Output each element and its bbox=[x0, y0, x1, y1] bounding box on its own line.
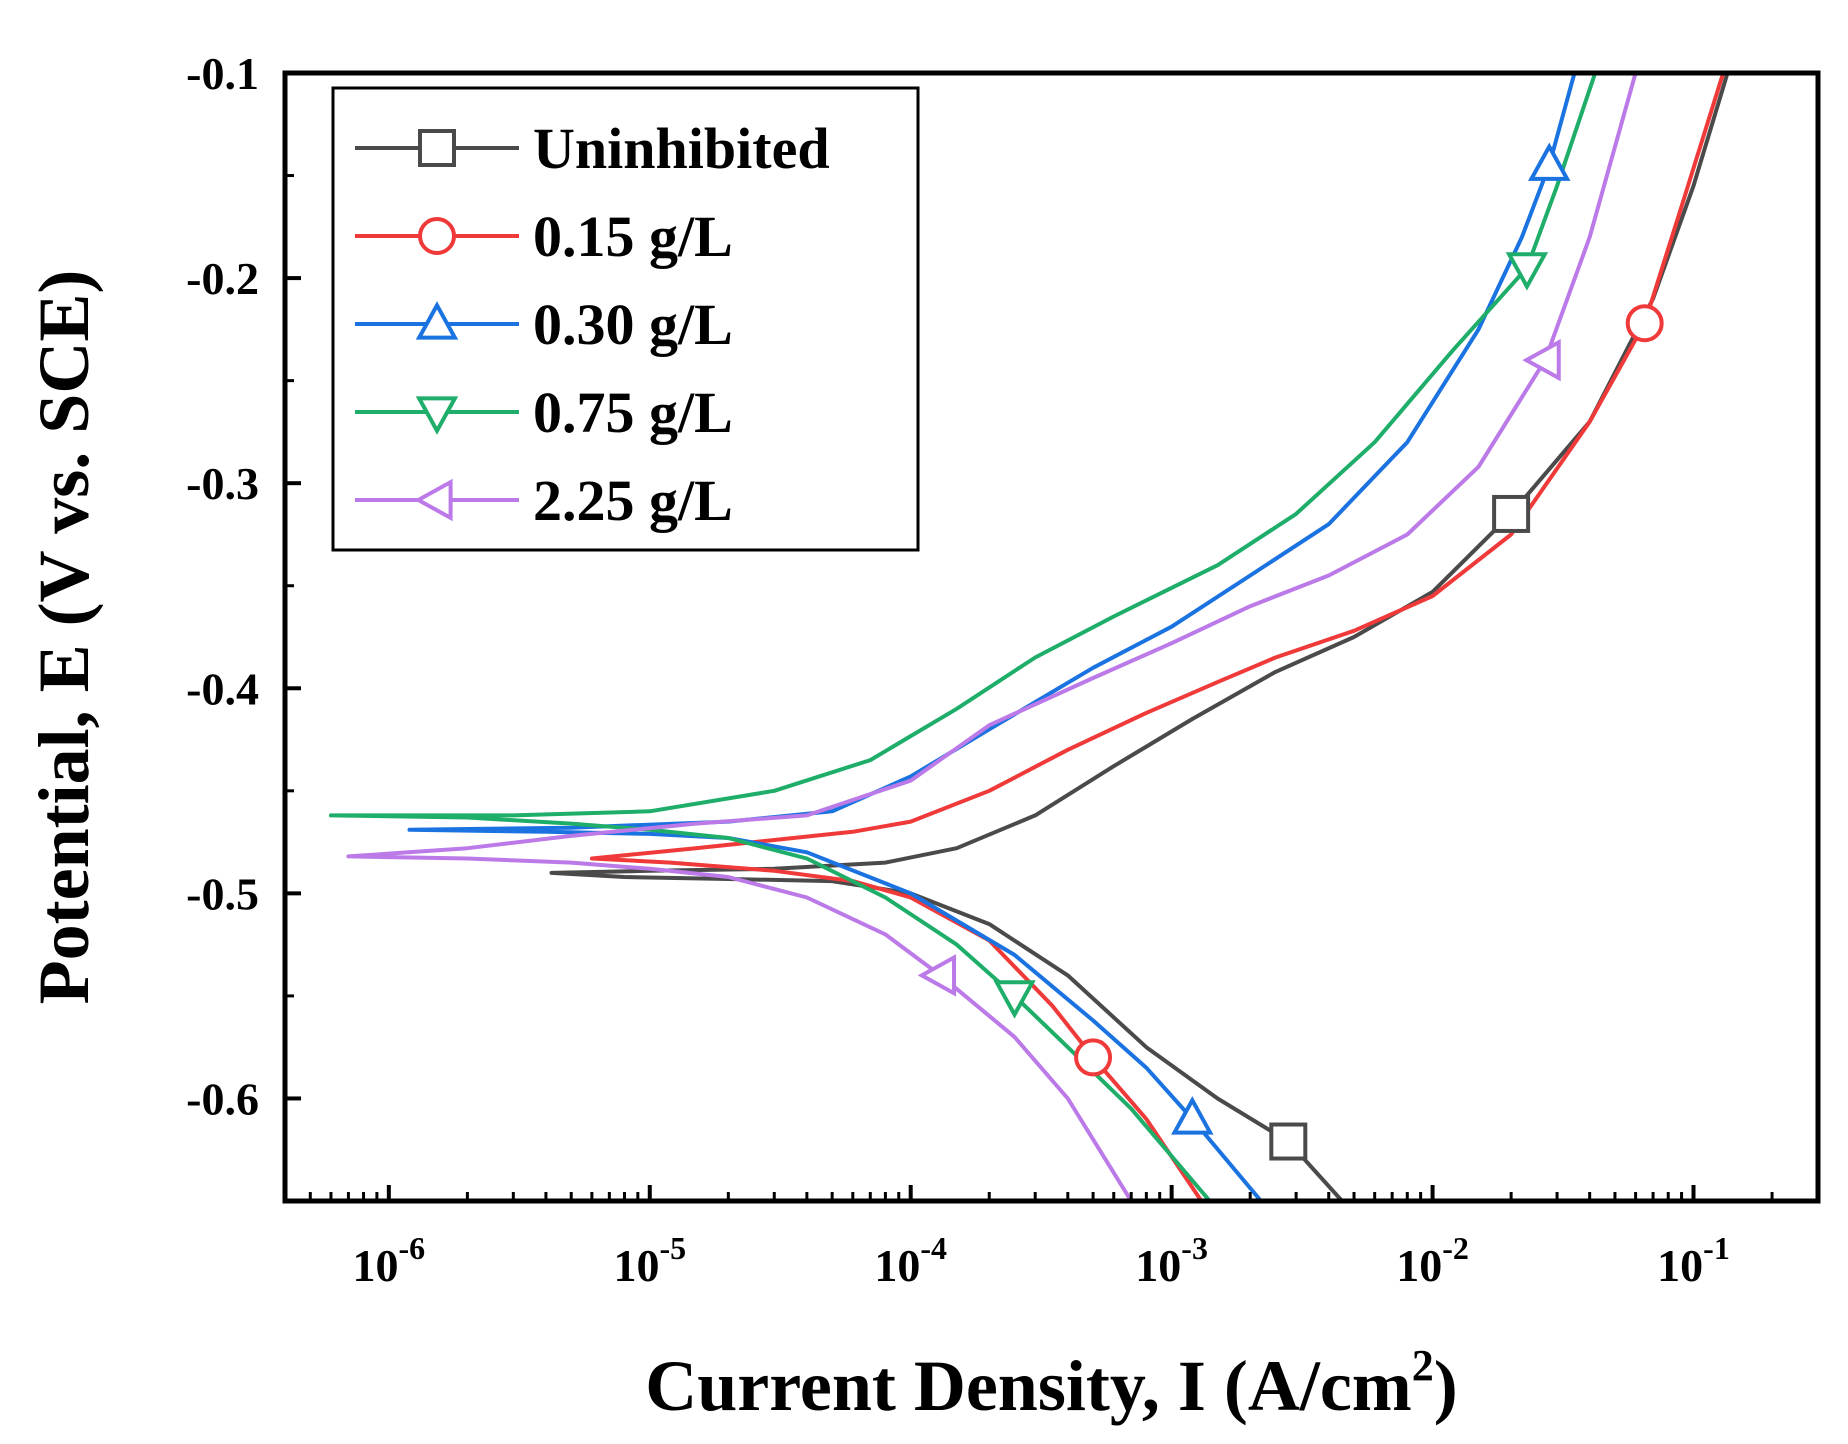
y-tick-label: -0.6 bbox=[186, 1073, 259, 1124]
legend-label: 0.75 g/L bbox=[533, 380, 733, 445]
triangle-down-marker bbox=[1505, 252, 1549, 291]
series-line bbox=[346, 73, 1638, 1201]
y-tick-label: -0.3 bbox=[186, 458, 259, 509]
y-tick-label: -0.2 bbox=[186, 253, 259, 304]
legend-label: Uninhibited bbox=[533, 116, 830, 181]
y-axis-title: Potential, E (V vs. SCE) bbox=[24, 270, 104, 1005]
legend: Uninhibited 0.15 g/L 0.30 g/L 0.75 g/L 2.25 … bbox=[331, 86, 920, 552]
triangle-left-marker bbox=[917, 954, 957, 997]
square-marker bbox=[418, 129, 456, 167]
x-tick-label: 10-5 bbox=[613, 1230, 686, 1291]
axis-ticks bbox=[285, 71, 1774, 1203]
square-marker bbox=[1269, 1122, 1308, 1161]
axis-tick-labels: 10-6 10-5 10-4 10-3 10-2 10-1 -0.1 -0.2 -0.3 -0.4… bbox=[186, 48, 1730, 1291]
legend-label: 2.25 g/L bbox=[533, 468, 733, 533]
square-marker bbox=[1492, 494, 1531, 533]
triangle-down-marker bbox=[993, 980, 1036, 1019]
plot-frame bbox=[282, 70, 1821, 1204]
x-tick-label: 10-3 bbox=[1135, 1230, 1208, 1291]
legend-item: 0.15 g/L bbox=[355, 204, 733, 269]
x-tick-label: 10-4 bbox=[874, 1230, 947, 1291]
x-tick-label: 10-1 bbox=[1657, 1230, 1730, 1291]
triangle-down-marker bbox=[415, 396, 459, 435]
legend-label: 0.30 g/L bbox=[533, 292, 733, 357]
x-tick-label: 10-6 bbox=[353, 1230, 426, 1291]
triangle-left-marker bbox=[414, 478, 453, 522]
triangle-left-marker bbox=[1522, 338, 1561, 382]
series-line bbox=[328, 73, 1598, 1201]
circle-marker bbox=[1625, 304, 1664, 343]
x-axis-title-superscript: 2 bbox=[1412, 1341, 1434, 1390]
x-axis-title-main: Current Density, I (A/cm bbox=[645, 1346, 1412, 1426]
x-tick-label: 10-2 bbox=[1396, 1230, 1469, 1291]
circle-marker bbox=[418, 217, 456, 255]
triangle-up-marker bbox=[1171, 1096, 1214, 1135]
y-tick-label: -0.4 bbox=[186, 663, 259, 714]
triangle-up-marker bbox=[1528, 142, 1571, 181]
x-axis-title-suffix: ) bbox=[1434, 1346, 1458, 1426]
triangle-up-marker bbox=[415, 301, 459, 340]
y-tick-label: -0.5 bbox=[186, 868, 259, 919]
legend-item: 2.25 g/L bbox=[355, 468, 733, 533]
legend-label: 0.15 g/L bbox=[533, 204, 733, 269]
circle-marker bbox=[1074, 1038, 1113, 1077]
legend-item: 0.75 g/L bbox=[355, 380, 733, 445]
x-axis-title: Current Density, I (A/cm2) bbox=[645, 1341, 1458, 1426]
legend-item: 0.30 g/L bbox=[355, 292, 733, 357]
series-markers bbox=[917, 142, 1664, 1161]
y-tick-label: -0.1 bbox=[186, 48, 259, 99]
legend-item: Uninhibited bbox=[355, 116, 830, 181]
